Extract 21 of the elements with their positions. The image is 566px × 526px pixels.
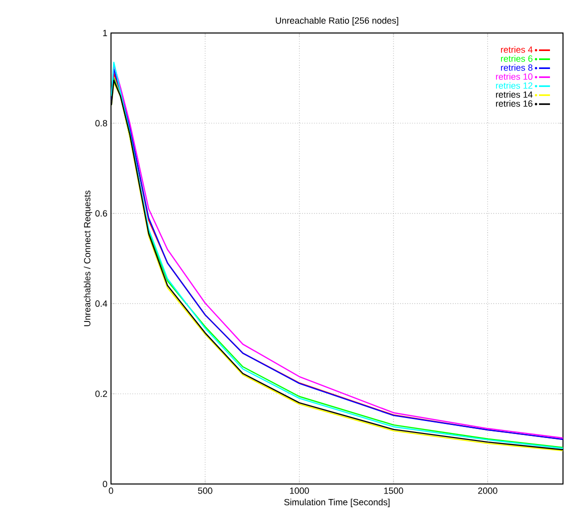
y-tick-label: 0 <box>102 480 108 488</box>
legend-label: retries 10 <box>496 73 532 80</box>
y-tick-label: 0.6 <box>95 210 108 217</box>
legend-label: retries 14 <box>496 91 533 98</box>
x-tick-label: 0 <box>108 488 114 494</box>
x-tick-label: 2000 <box>478 488 498 494</box>
chart-title: Unreachable Ratio [256 nodes] <box>276 17 398 26</box>
y-tick-label: 0.4 <box>95 300 108 307</box>
x-tick-label: 500 <box>198 488 212 494</box>
y-tick-label: 0.2 <box>95 390 108 397</box>
legend-label: retries 8 <box>501 64 532 71</box>
x-tick-label: 1500 <box>384 488 404 494</box>
legend-label: retries 6 <box>501 55 532 62</box>
y-axis-title: Unreachables / Connect Requests <box>84 190 92 326</box>
legend-label: retries 4 <box>501 46 533 53</box>
legend-label: retries 12 <box>496 82 532 89</box>
y-tick-label: 1 <box>103 30 108 36</box>
x-axis-title: Simulation Time [Seconds] <box>284 498 390 508</box>
x-tick-label: 1000 <box>290 488 309 494</box>
legend-label: retries 16 <box>496 100 532 107</box>
y-tick-label: 0.8 <box>95 120 108 126</box>
